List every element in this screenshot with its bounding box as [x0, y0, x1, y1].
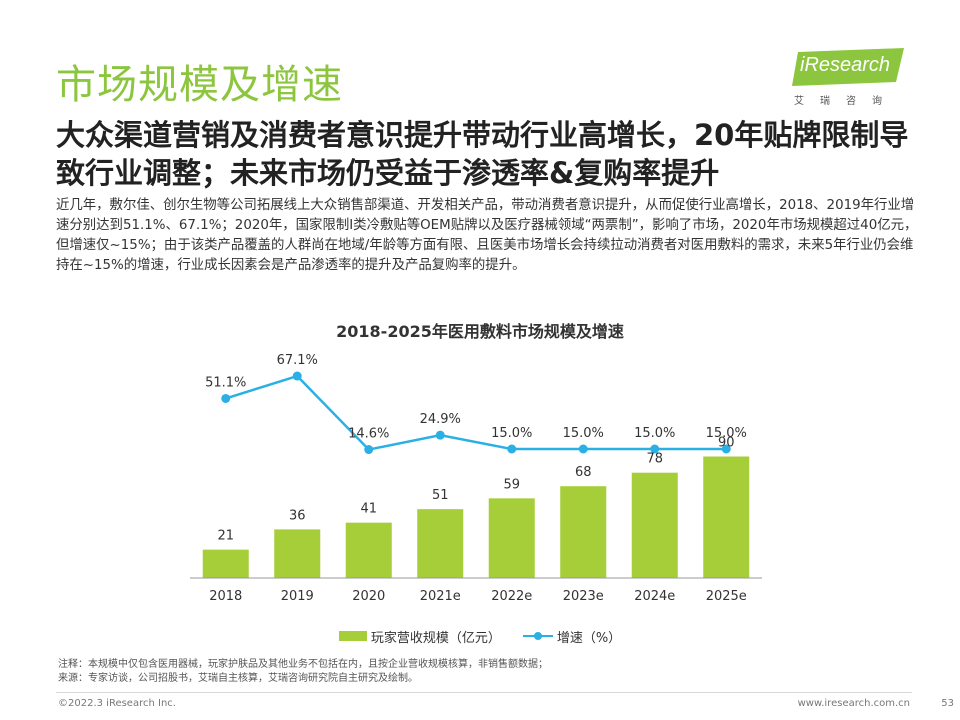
bar-2024e — [631, 472, 678, 578]
bar-2021e — [417, 509, 464, 578]
source-text: 来源：专家访谈，公司招股书，艾瑞自主核算，艾瑞咨询研究院自主研究及绘制。 — [58, 673, 418, 684]
growth-label-2024e: 15.0% — [634, 426, 675, 441]
bar-label-2025e: 90 — [718, 436, 735, 451]
x-tick-2021e: 2021e — [420, 589, 461, 604]
growth-label-2019: 67.1% — [277, 353, 318, 368]
bar-2022e — [488, 498, 535, 578]
growth-point-2019 — [292, 371, 302, 381]
growth-point-2018 — [221, 393, 231, 403]
footer-divider — [56, 692, 912, 693]
growth-point-2021e — [435, 430, 445, 440]
bar-label-2019: 36 — [289, 508, 306, 523]
page-number: 53 — [941, 698, 954, 709]
bar-2023e — [560, 486, 607, 578]
x-tick-2025e: 2025e — [706, 589, 747, 604]
x-tick-2024e: 2024e — [634, 589, 675, 604]
footer-copyright: ©2022.3 iResearch Inc. — [58, 698, 176, 709]
logo-text: iResearch — [800, 54, 891, 76]
bar-label-2021e: 51 — [432, 488, 449, 503]
logo-subtitle: 艾瑞咨询 — [794, 96, 898, 107]
growth-point-2020 — [364, 445, 374, 455]
footer-website: www.iresearch.com.cn — [797, 698, 910, 709]
x-tick-2022e: 2022e — [491, 589, 532, 604]
bar-label-2023e: 68 — [575, 465, 592, 480]
logo-badge-shape — [792, 48, 904, 86]
bar-label-2018: 21 — [217, 529, 234, 544]
legend-bar-swatch — [338, 631, 367, 641]
chart-title: 2018-2025年医用敷料市场规模及增速 — [336, 322, 624, 341]
headline: 大众渠道营销及消费者意识提升带动行业高增长，20年贴牌限制导致行业调整；未来市场… — [56, 118, 909, 190]
x-tick-2023e: 2023e — [563, 589, 604, 604]
growth-point-2024e — [650, 444, 660, 454]
legend-item-growth: 增速（%） — [522, 627, 622, 646]
chart-legend: 玩家营收规模（亿元） 增速（%） — [0, 626, 960, 646]
bar-label-2020: 41 — [360, 502, 377, 517]
growth-label-2018: 51.1% — [205, 375, 246, 390]
x-tick-2019: 2019 — [281, 589, 314, 604]
notes: 注释：本规模中仅包含医用器械，玩家护肤品及其他业务不包括在内，且按企业营收规模核… — [58, 658, 548, 686]
growth-line — [225, 374, 727, 451]
growth-label-2023e: 15.0% — [563, 426, 604, 441]
section-title: 市场规模及增速 — [56, 62, 343, 108]
x-tick-2018: 2018 — [209, 589, 242, 604]
bar-2025e — [703, 456, 750, 578]
growth-label-2022e: 15.0% — [491, 426, 532, 441]
bar-2019 — [274, 529, 321, 578]
bar-label-2022e: 59 — [503, 477, 520, 492]
legend-label-growth: 增速（%） — [556, 630, 622, 646]
iresearch-logo: iResearch 艾瑞咨询 — [792, 48, 914, 110]
x-tick-2020: 2020 — [352, 589, 385, 604]
legend-item-revenue: 玩家营收规模（亿元） — [338, 627, 501, 646]
note-text: 注释：本规模中仅包含医用器械，玩家护肤品及其他业务不包括在内，且按企业营收规模核… — [58, 659, 548, 670]
bar-2018 — [202, 549, 249, 578]
growth-label-2020: 14.6% — [348, 427, 389, 442]
legend-label-revenue: 玩家营收规模（亿元） — [370, 630, 501, 646]
bar-label-2024e: 78 — [646, 452, 663, 467]
growth-point-2023e — [578, 444, 588, 454]
bar-2020 — [345, 522, 392, 578]
growth-point-2025e — [721, 444, 731, 454]
growth-point-2022e — [507, 444, 517, 454]
legend-line-swatch — [522, 630, 553, 642]
body-paragraph: 近几年，敷尔佳、创尔生物等公司拓展线上大众销售部渠道、开发相关产品，带动消费者意… — [56, 198, 918, 273]
growth-label-2025e: 15.0% — [706, 426, 747, 441]
growth-label-2021e: 24.9% — [420, 412, 461, 427]
